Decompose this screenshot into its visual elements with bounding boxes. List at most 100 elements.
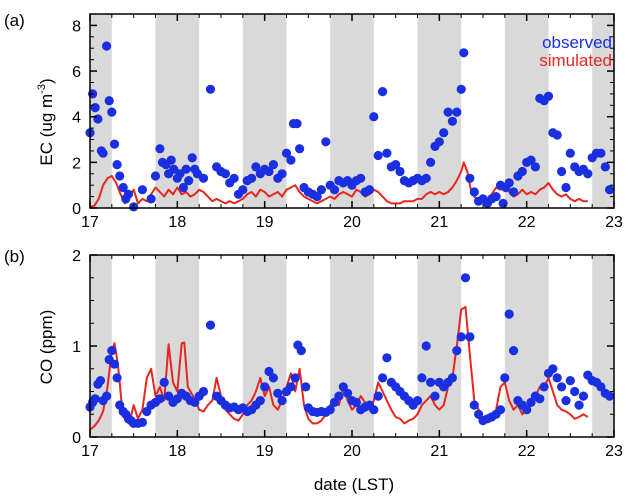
observed-point: [557, 382, 567, 392]
panel-b-night-shading: [90, 255, 614, 437]
observed-point: [552, 373, 562, 383]
x-tick-label: 17: [81, 443, 99, 460]
observed-point: [439, 128, 449, 138]
observed-point: [561, 182, 571, 193]
observed-point: [561, 396, 571, 406]
observed-point: [605, 185, 615, 195]
observed-point: [98, 148, 108, 158]
x-tick-label: 21: [430, 214, 448, 231]
observed-point: [286, 155, 296, 165]
observed-point: [251, 162, 261, 172]
observed-point: [296, 346, 306, 356]
panel-a-axes: 17 18 19 20 21 22 23 0 2 4 6 8: [72, 13, 623, 231]
x-tick-label: 19: [256, 214, 274, 231]
observed-point: [552, 130, 562, 140]
observed-point: [465, 332, 475, 342]
observed-point: [295, 144, 305, 154]
observed-point: [378, 373, 388, 383]
observed-point: [369, 112, 379, 122]
observed-point: [93, 114, 103, 124]
observed-point: [255, 396, 265, 406]
observed-point: [90, 394, 100, 404]
observed-point: [205, 320, 216, 330]
observed-point: [460, 273, 471, 283]
observed-point: [268, 160, 278, 170]
observed-point: [184, 176, 194, 186]
panel-a-y-axis-title: EC (ug m-3): [36, 78, 56, 165]
observed-point: [286, 382, 296, 392]
observed-point: [500, 373, 510, 383]
legend-observed: observed: [542, 33, 612, 52]
x-tick-label: 20: [343, 214, 361, 231]
observed-point: [150, 171, 161, 181]
observed-point: [600, 162, 610, 172]
panel-a-y-axis-title-close: ): [37, 78, 56, 84]
observed-point: [382, 353, 392, 363]
observed-point: [426, 377, 436, 387]
observed-point: [238, 185, 248, 195]
x-axis-title: date (LST): [314, 475, 394, 494]
observed-point: [447, 116, 457, 126]
observed-point: [364, 185, 375, 195]
x-tick-label: 22: [518, 443, 536, 460]
observed-point: [301, 382, 311, 392]
observed-point: [325, 405, 335, 415]
observed-point: [137, 417, 147, 427]
observed-point: [382, 148, 392, 158]
observed-point: [565, 376, 575, 386]
observed-point: [356, 173, 366, 183]
observed-point: [605, 391, 615, 401]
y-tick-label: 4: [72, 110, 81, 127]
observed-point: [539, 382, 549, 392]
observed-point: [321, 137, 331, 147]
observed-point: [565, 148, 575, 158]
observed-point: [469, 400, 479, 410]
observed-point: [118, 182, 128, 193]
observed-point: [504, 178, 514, 188]
observed-point: [495, 405, 506, 415]
observed-point: [517, 166, 527, 177]
observed-point: [465, 173, 475, 183]
observed-point: [373, 391, 383, 401]
x-tick-label: 18: [168, 443, 186, 460]
observed-point: [290, 373, 300, 383]
night-shade-band: [504, 14, 549, 208]
night-shade-band: [330, 14, 374, 208]
observed-point: [412, 396, 423, 406]
observed-point: [452, 346, 462, 356]
x-tick-label: 23: [605, 443, 623, 460]
observed-point: [181, 164, 191, 174]
x-tick-label: 23: [605, 214, 623, 231]
legend: observed simulated: [539, 33, 612, 70]
observed-point: [155, 394, 165, 404]
observed-point: [373, 150, 383, 161]
observed-point: [187, 153, 197, 163]
night-shade-band: [592, 14, 614, 208]
observed-point: [107, 107, 117, 117]
observed-point: [526, 155, 536, 165]
y-tick-label: 6: [72, 64, 81, 81]
observed-point: [548, 364, 558, 374]
observed-point: [104, 96, 114, 106]
observed-point: [369, 405, 379, 415]
observed-point: [426, 157, 436, 167]
observed-point: [247, 173, 257, 183]
observed-point: [596, 148, 606, 158]
observed-point: [316, 185, 326, 195]
observed-point: [574, 400, 584, 410]
observed-point: [421, 341, 431, 351]
x-tick-label: 18: [168, 214, 186, 231]
y-tick-label: 1: [72, 339, 81, 356]
observed-point: [146, 194, 156, 204]
legend-simulated: simulated: [539, 51, 612, 70]
observed-point: [229, 173, 239, 183]
panel-a-y-axis-title-main: EC (ug m: [37, 94, 56, 166]
observed-point: [90, 103, 100, 113]
observed-point: [491, 192, 501, 202]
observed-point: [102, 41, 112, 51]
observed-point: [417, 373, 427, 383]
observed-point: [102, 391, 112, 401]
panel-b-label: (b): [4, 247, 25, 266]
observed-point: [498, 198, 508, 208]
observed-point: [543, 91, 554, 101]
